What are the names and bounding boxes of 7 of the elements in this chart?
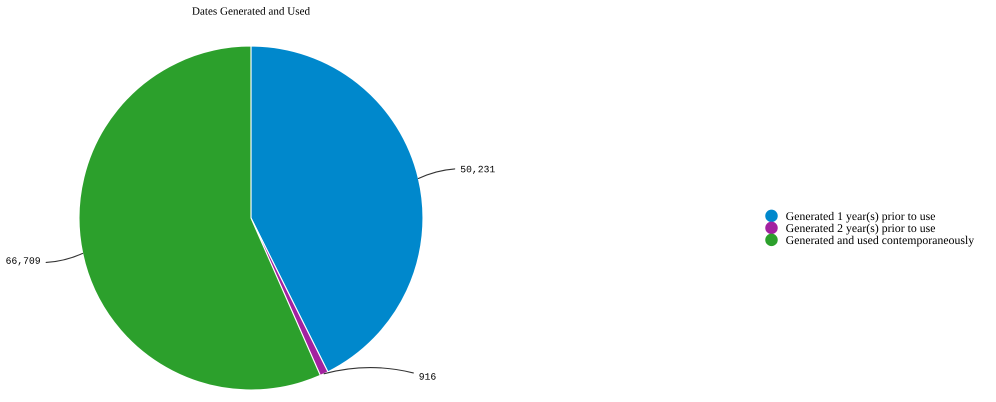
legend-label: Generated 1 year(s) prior to use [786,212,936,223]
data-label: 916 [419,373,436,380]
chart-title: Dates Generated and Used [192,6,310,15]
legend-label: Generated 2 year(s) prior to use [786,224,936,235]
data-label: 50,231 [460,166,495,174]
data-label: 66,709 [6,257,40,266]
legend-label: Generated and used contemporaneously [786,236,974,247]
